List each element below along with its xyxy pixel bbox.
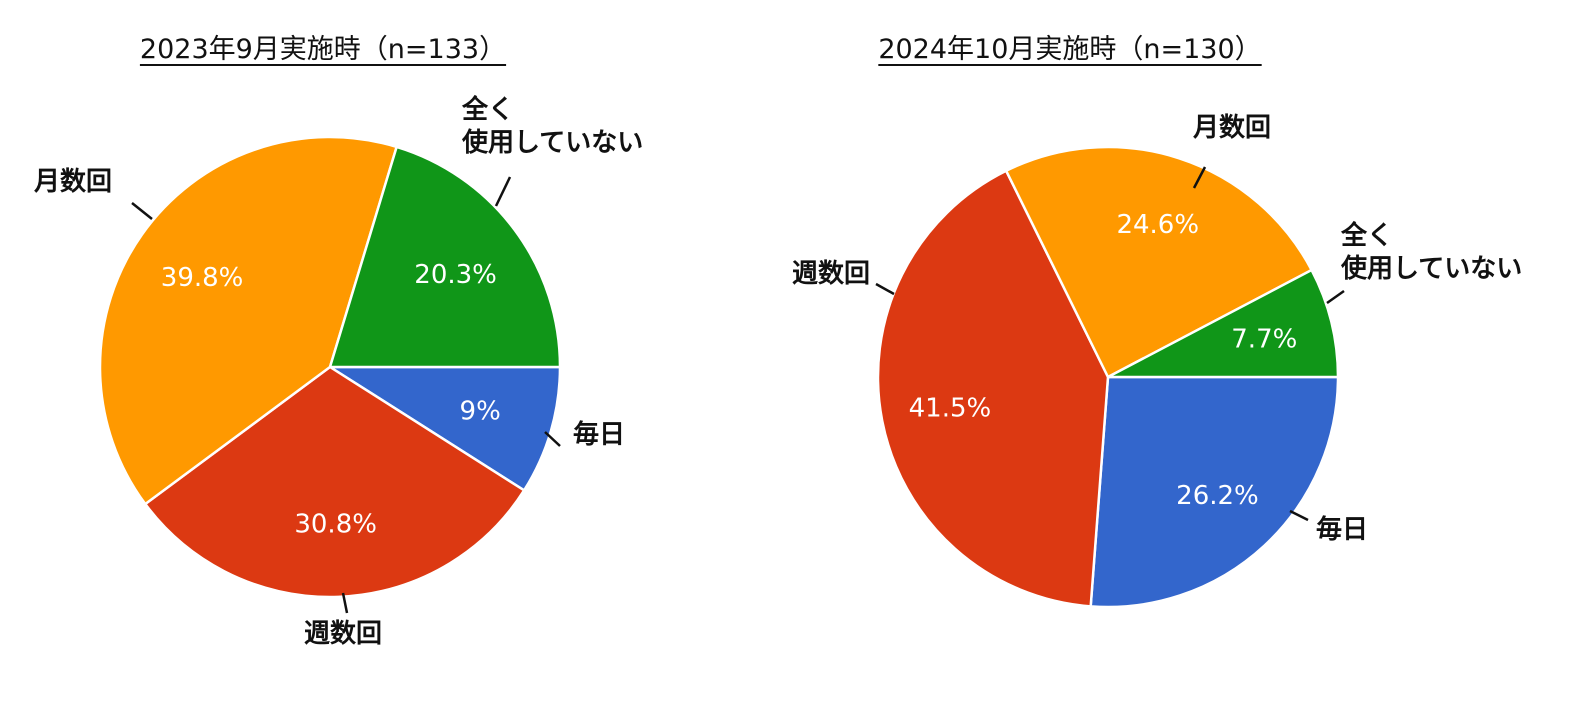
slice-percent-label: 39.8%	[161, 263, 244, 293]
slice-category-label: 全く使用していない	[1340, 220, 1522, 284]
label-line: 全く	[461, 94, 514, 125]
leader-line	[1192, 166, 1207, 189]
leader-line	[875, 282, 895, 296]
slice-percent-label: 30.8%	[294, 509, 377, 539]
pie-slice	[143, 365, 526, 599]
slice-category-label: 全く使用していない	[461, 94, 643, 158]
slice-percent-label: 20.3%	[414, 260, 497, 290]
pie-slice	[1107, 268, 1340, 379]
pie-slice	[325, 365, 562, 493]
slice-percent-label: 9%	[460, 397, 501, 427]
leader-line	[494, 176, 512, 207]
slice-category-label: 毎日	[573, 420, 625, 450]
leader-line	[1326, 289, 1345, 305]
slice-category-label: 毎日	[1316, 515, 1368, 545]
chart-title: 2023年9月実施時（n=133）	[140, 34, 506, 65]
pie-slice	[1089, 375, 1340, 609]
slice-percent-label: 7.7%	[1231, 324, 1297, 354]
leader-line	[341, 592, 349, 614]
slice-percent-label: 24.6%	[1116, 210, 1199, 240]
leader-line	[544, 431, 561, 447]
pie-chart-1: 2023年9月実施時（n=133） 9% 毎日 30.8% 週数回 39.8% 月数回 20.…	[33, 34, 643, 649]
label-line: 月数回	[33, 167, 112, 197]
slice-category-label: 月数回	[1192, 113, 1271, 143]
label-line: 使用していない	[461, 128, 643, 158]
pie-slice	[98, 135, 399, 506]
slice-category-label: 月数回	[33, 167, 112, 197]
slice-percent-label: 26.2%	[1176, 481, 1259, 511]
label-line: 全く	[1340, 220, 1393, 251]
slice-category-label: 週数回	[304, 619, 382, 649]
chart-title: 2024年10月実施時（n=130）	[878, 34, 1261, 65]
pie-slice	[328, 145, 562, 369]
label-line: 毎日	[573, 420, 625, 450]
slice-percent-label: 41.5%	[909, 394, 992, 424]
leader-line	[131, 202, 153, 220]
leader-line	[1289, 509, 1309, 522]
pie-chart-2: 2024年10月実施時（n=130） 26.2% 毎日 41.5% 週数回 24.6% 月数…	[792, 34, 1522, 609]
label-line: 月数回	[1192, 113, 1271, 143]
label-line: 使用していない	[1340, 254, 1522, 284]
label-line: 週数回	[304, 619, 382, 649]
slice-category-label: 週数回	[792, 259, 870, 289]
pie-slice	[876, 169, 1110, 608]
label-line: 週数回	[792, 259, 870, 289]
pie-slice	[1004, 145, 1314, 379]
label-line: 毎日	[1316, 515, 1368, 545]
